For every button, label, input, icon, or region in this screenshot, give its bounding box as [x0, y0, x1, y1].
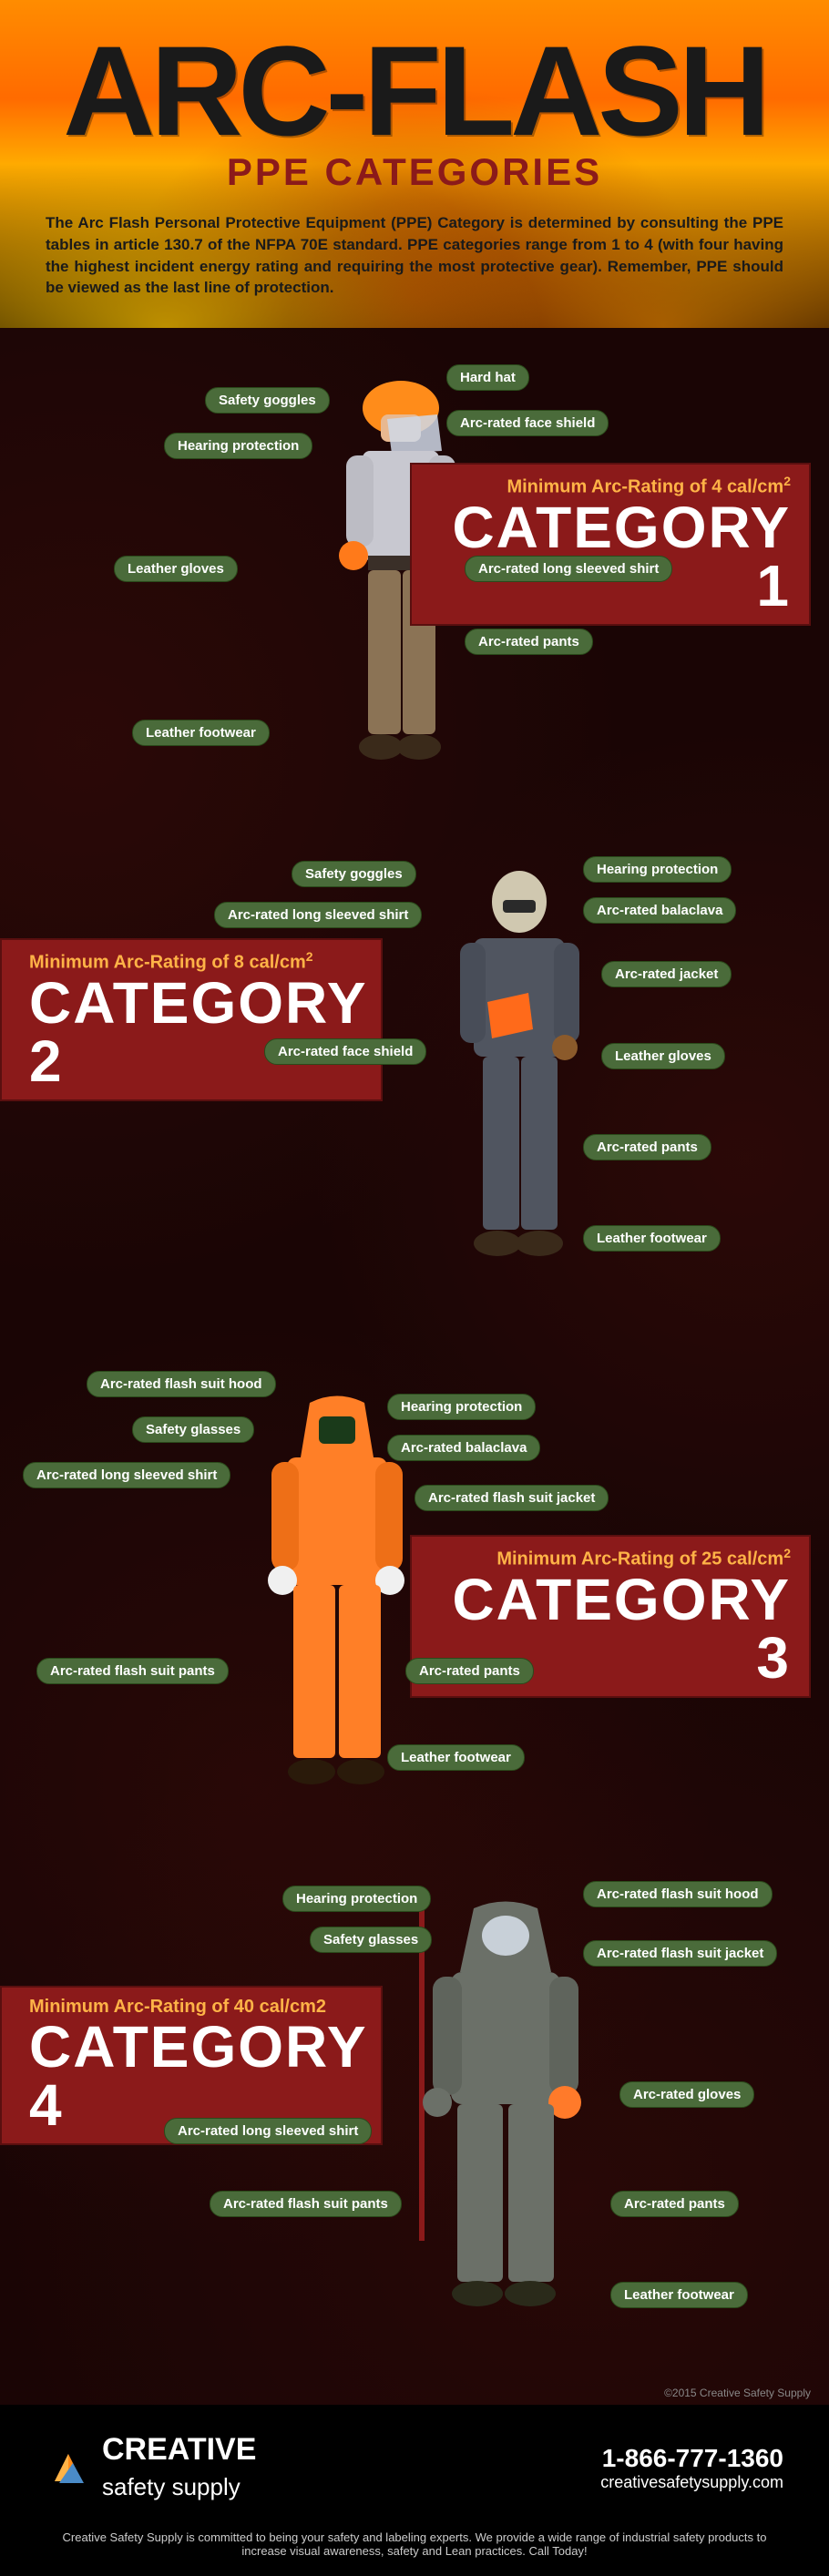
label-hearing4: Hearing protection — [282, 1886, 431, 1912]
logo-text: CREATIVEsafety supply — [102, 2432, 256, 2503]
copyright: ©2015 Creative Safety Supply — [664, 2387, 811, 2399]
phone: 1-866-777-1360 — [600, 2444, 783, 2473]
label-balaclava3: Arc-rated balaclava — [387, 1435, 540, 1461]
header: ARC-FLASH PPE CATEGORIES The Arc Flash P… — [0, 0, 829, 328]
main-title: ARC-FLASH — [46, 27, 783, 155]
main-content: Hard hat Safety goggles Arc-rated face s… — [0, 328, 829, 2405]
label-gloves4: Arc-rated gloves — [619, 2081, 754, 2108]
label-hood3: Arc-rated flash suit hood — [87, 1371, 276, 1397]
label-goggles2: Safety goggles — [292, 861, 416, 887]
label-hearing: Hearing protection — [164, 433, 312, 459]
tagline: Creative Safety Supply is committed to b… — [0, 2530, 829, 2576]
catbox-1: Minimum Arc-Rating of 4 cal/cm2 CATEGORY… — [410, 463, 811, 626]
label-face-shield: Arc-rated face shield — [446, 410, 609, 436]
subtitle: PPE CATEGORIES — [46, 150, 783, 194]
category-4: Hearing protection Arc-rated flash suit … — [0, 1876, 829, 2387]
catname-4: CATEGORY 4 — [29, 2018, 363, 2134]
url: creativesafetysupply.com — [600, 2473, 783, 2492]
label-gloves: Leather gloves — [114, 556, 238, 582]
label-hood4: Arc-rated flash suit hood — [583, 1881, 773, 1907]
catbox-2: Minimum Arc-Rating of 8 cal/cm2 CATEGORY… — [0, 938, 383, 1101]
label-pants: Arc-rated pants — [465, 629, 593, 655]
label-footwear3: Leather footwear — [387, 1744, 525, 1771]
label-balaclava2: Arc-rated balaclava — [583, 897, 736, 924]
label-suit-pants4: Arc-rated flash suit pants — [210, 2191, 402, 2217]
logo-icon — [46, 2445, 91, 2490]
label-jacket2: Arc-rated jacket — [601, 961, 732, 987]
label-face-shield2: Arc-rated face shield — [264, 1038, 426, 1065]
label-hearing3: Hearing protection — [387, 1394, 536, 1420]
figure-cat4 — [383, 1895, 583, 2314]
contact: 1-866-777-1360 creativesafetysupply.com — [600, 2444, 783, 2492]
label-glasses3: Safety glasses — [132, 1416, 254, 1443]
label-footwear: Leather footwear — [132, 720, 270, 746]
label-pants3: Arc-rated pants — [405, 1658, 534, 1684]
label-shirt2: Arc-rated long sleeved shirt — [214, 902, 422, 928]
label-glasses4: Safety glasses — [310, 1927, 432, 1953]
label-jacket4: Arc-rated flash suit jacket — [583, 1940, 777, 1967]
label-footwear4: Leather footwear — [610, 2282, 748, 2308]
catname-2: CATEGORY 2 — [29, 974, 363, 1090]
label-pants2: Arc-rated pants — [583, 1134, 711, 1160]
label-shirt: Arc-rated long sleeved shirt — [465, 556, 672, 582]
label-hard-hat: Hard hat — [446, 364, 529, 391]
label-jacket3: Arc-rated flash suit jacket — [414, 1485, 609, 1511]
label-shirt4: Arc-rated long sleeved shirt — [164, 2118, 372, 2144]
label-hearing2: Hearing protection — [583, 856, 732, 883]
label-shirt3: Arc-rated long sleeved shirt — [23, 1462, 230, 1488]
label-suit-pants3: Arc-rated flash suit pants — [36, 1658, 229, 1684]
category-3: Arc-rated flash suit hood Hearing protec… — [0, 1366, 829, 1876]
label-footwear2: Leather footwear — [583, 1225, 721, 1252]
category-1: Hard hat Safety goggles Arc-rated face s… — [0, 346, 829, 856]
category-2: Safety goggles Hearing protection Arc-ra… — [0, 856, 829, 1366]
label-goggles: Safety goggles — [205, 387, 330, 414]
intro-text: The Arc Flash Personal Protective Equipm… — [46, 212, 783, 299]
figure-cat2 — [419, 865, 619, 1284]
logo: CREATIVEsafety supply — [46, 2432, 256, 2503]
footer: ©2015 Creative Safety Supply CREATIVEsaf… — [0, 2405, 829, 2530]
label-pants4: Arc-rated pants — [610, 2191, 739, 2217]
label-gloves2: Leather gloves — [601, 1043, 725, 1069]
